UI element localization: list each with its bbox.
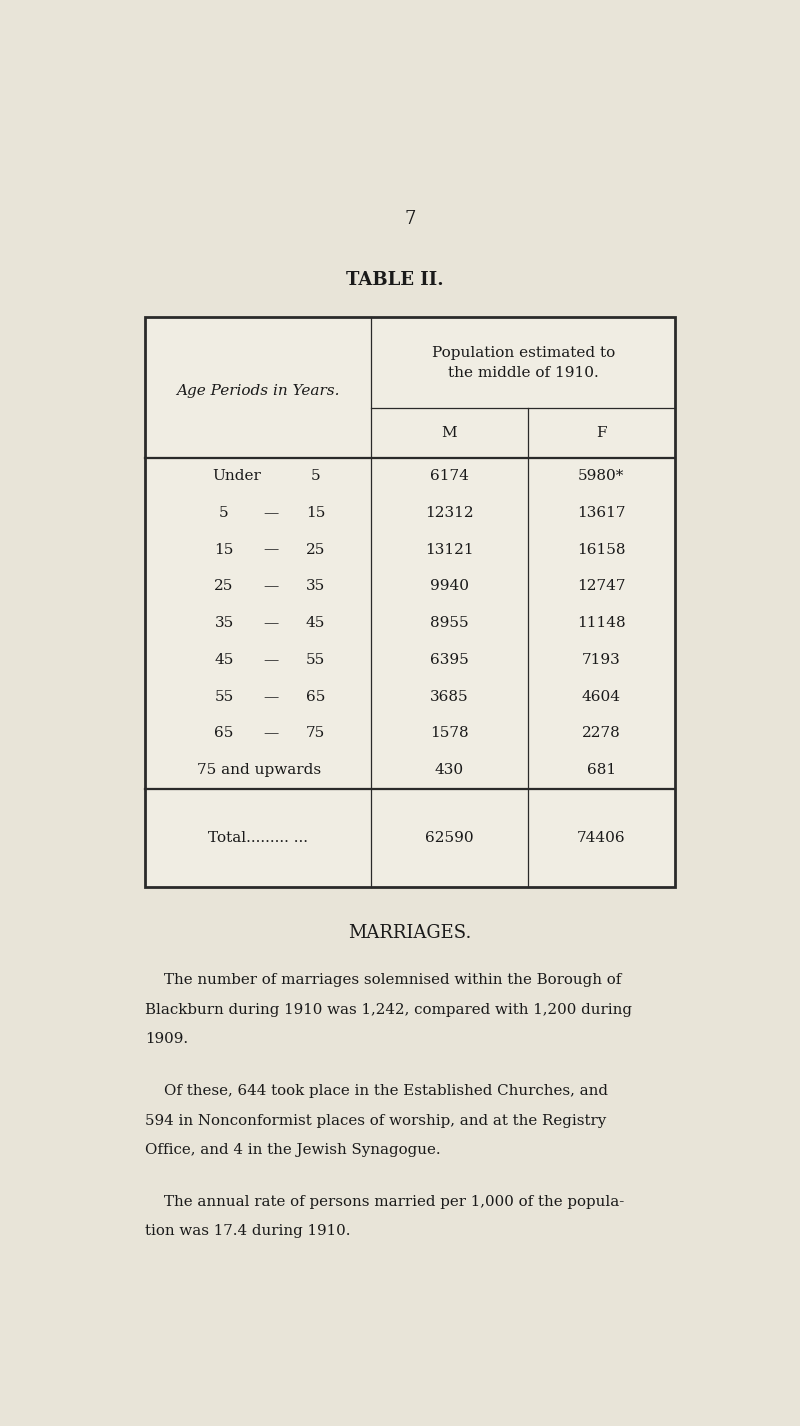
Text: —: — xyxy=(263,506,278,519)
Text: 55: 55 xyxy=(214,690,234,703)
Text: —: — xyxy=(263,653,278,667)
Text: 45: 45 xyxy=(306,616,325,630)
Text: 15: 15 xyxy=(214,542,234,556)
Text: 35: 35 xyxy=(306,579,325,593)
Text: 55: 55 xyxy=(306,653,325,667)
Text: 65: 65 xyxy=(214,726,234,740)
Text: tion was 17.4 during 1910.: tion was 17.4 during 1910. xyxy=(145,1225,350,1238)
Text: 25: 25 xyxy=(306,542,325,556)
Text: F: F xyxy=(596,426,606,439)
Text: 7193: 7193 xyxy=(582,653,621,667)
Text: 75 and upwards: 75 and upwards xyxy=(197,763,321,777)
Text: M: M xyxy=(442,426,458,439)
Text: 74406: 74406 xyxy=(577,831,626,846)
Text: MARRIAGES.: MARRIAGES. xyxy=(348,924,472,943)
Text: Population estimated to
the middle of 1910.: Population estimated to the middle of 19… xyxy=(431,347,614,379)
Text: 5: 5 xyxy=(219,506,229,519)
Text: —: — xyxy=(263,726,278,740)
Text: 45: 45 xyxy=(214,653,234,667)
Text: 6174: 6174 xyxy=(430,469,469,483)
Text: 25: 25 xyxy=(214,579,234,593)
Text: 15: 15 xyxy=(306,506,325,519)
Text: 681: 681 xyxy=(587,763,616,777)
Text: —: — xyxy=(263,690,278,703)
Text: —: — xyxy=(263,579,278,593)
Text: 4604: 4604 xyxy=(582,690,621,703)
Text: 3685: 3685 xyxy=(430,690,469,703)
Text: 1578: 1578 xyxy=(430,726,469,740)
Text: 9940: 9940 xyxy=(430,579,469,593)
Text: 1909.: 1909. xyxy=(145,1032,188,1047)
Text: 5980*: 5980* xyxy=(578,469,625,483)
Bar xyxy=(145,318,675,887)
Text: —: — xyxy=(263,542,278,556)
Text: Under: Under xyxy=(212,469,262,483)
Text: 12747: 12747 xyxy=(577,579,626,593)
Text: Office, and 4 in the Jewish Synagogue.: Office, and 4 in the Jewish Synagogue. xyxy=(145,1142,441,1156)
Text: 16158: 16158 xyxy=(577,542,626,556)
Text: 594 in Nonconformist places of worship, and at the Registry: 594 in Nonconformist places of worship, … xyxy=(145,1114,606,1128)
Text: 75: 75 xyxy=(306,726,325,740)
Text: 13121: 13121 xyxy=(426,542,474,556)
Text: Of these, 644 took place in the Established Churches, and: Of these, 644 took place in the Establis… xyxy=(145,1084,608,1098)
Text: 65: 65 xyxy=(306,690,325,703)
Text: TABLE II.: TABLE II. xyxy=(346,271,443,289)
Text: 11148: 11148 xyxy=(577,616,626,630)
Text: Blackburn during 1910 was 1,242, compared with 1,200 during: Blackburn during 1910 was 1,242, compare… xyxy=(145,1002,632,1017)
Text: —: — xyxy=(263,616,278,630)
Text: The annual rate of persons married per 1,000 of the popula-: The annual rate of persons married per 1… xyxy=(145,1195,624,1209)
Text: 2278: 2278 xyxy=(582,726,621,740)
Text: 430: 430 xyxy=(435,763,464,777)
Text: 35: 35 xyxy=(214,616,234,630)
Text: 13617: 13617 xyxy=(577,506,626,519)
Text: 5: 5 xyxy=(310,469,320,483)
Text: 8955: 8955 xyxy=(430,616,469,630)
Text: 12312: 12312 xyxy=(426,506,474,519)
Text: Total......... ...: Total......... ... xyxy=(208,831,308,846)
Text: The number of marriages solemnised within the Borough of: The number of marriages solemnised withi… xyxy=(145,974,622,987)
Text: Age Periods in Years.: Age Periods in Years. xyxy=(176,385,340,398)
Text: 7: 7 xyxy=(404,210,416,228)
Text: 62590: 62590 xyxy=(426,831,474,846)
Text: 6395: 6395 xyxy=(430,653,469,667)
